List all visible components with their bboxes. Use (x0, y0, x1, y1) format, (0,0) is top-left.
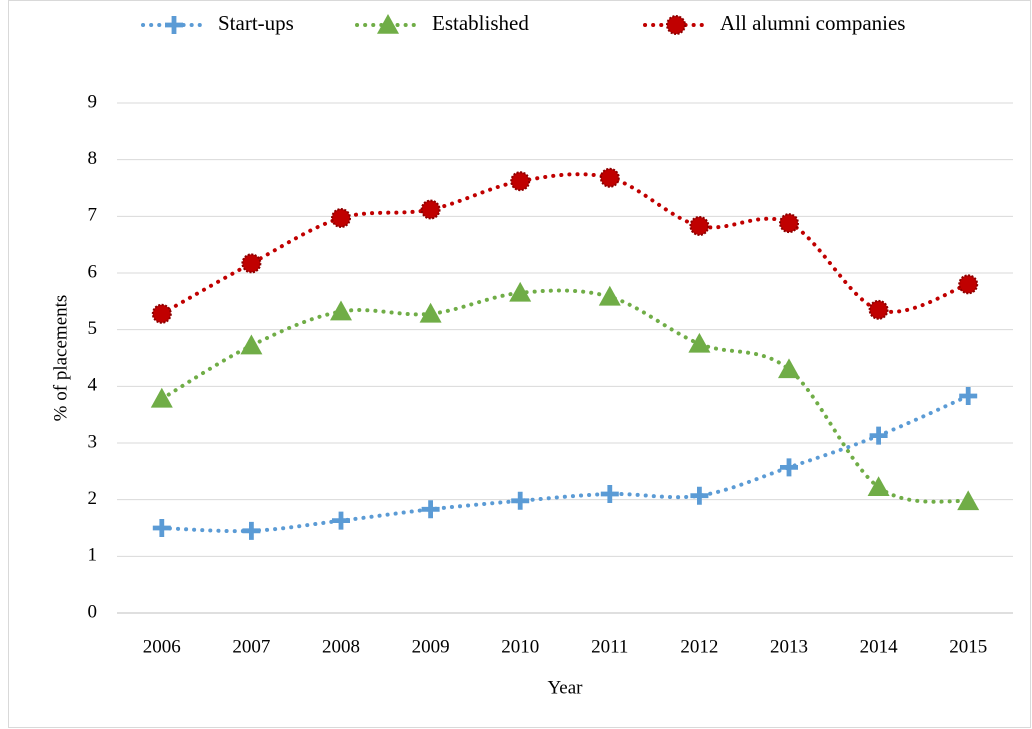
data-point (151, 303, 172, 324)
data-point (511, 491, 530, 510)
data-point (421, 500, 440, 519)
chart-frame (8, 0, 1031, 728)
data-point (867, 476, 890, 496)
x-tick-label: 2006 (143, 636, 181, 657)
y-tick-label: 4 (88, 375, 98, 396)
legend-label: Established (432, 11, 529, 35)
data-point (959, 386, 978, 405)
data-point (510, 171, 531, 192)
data-point (688, 332, 711, 353)
data-point (868, 299, 889, 320)
legend-marker (666, 15, 686, 35)
y-tick-label: 1 (88, 545, 98, 566)
legend-label: Start-ups (218, 11, 294, 35)
y-tick-label: 8 (88, 148, 98, 169)
x-tick-label: 2009 (412, 636, 450, 657)
data-point (242, 521, 261, 540)
x-tick-label: 2008 (322, 636, 360, 657)
data-point (332, 511, 350, 530)
x-axis-label: Year (547, 677, 583, 698)
data-point (598, 285, 621, 306)
x-tick-label: 2014 (860, 636, 899, 657)
x-tick-label: 2012 (680, 636, 718, 657)
series-line (159, 172, 971, 316)
data-point (600, 485, 619, 503)
data-point (419, 302, 442, 323)
data-point (150, 387, 173, 408)
y-tick-label: 7 (88, 205, 98, 226)
x-tick-label: 2013 (770, 636, 808, 657)
data-point (780, 458, 798, 477)
legend-marker (165, 16, 184, 34)
data-point (869, 426, 888, 445)
series-line (159, 288, 971, 504)
data-point (778, 358, 800, 379)
x-tick-label: 2015 (949, 636, 987, 657)
data-point (420, 199, 441, 220)
y-axis-label: % of placements (50, 295, 71, 422)
data-point (599, 167, 620, 188)
y-tick-label: 5 (88, 318, 98, 339)
x-tick-label: 2011 (591, 636, 628, 657)
series-line (159, 393, 971, 534)
data-point (690, 486, 709, 505)
x-tick-label: 2010 (501, 636, 539, 657)
data-point (509, 281, 532, 302)
legend-marker (377, 14, 399, 34)
legend-label: All alumni companies (720, 11, 905, 35)
y-tick-label: 3 (88, 431, 98, 452)
data-point (779, 213, 799, 234)
y-tick-label: 2 (88, 488, 98, 509)
data-point (331, 208, 351, 229)
data-point (152, 519, 171, 537)
y-tick-label: 9 (88, 91, 98, 112)
y-tick-label: 6 (88, 261, 98, 282)
data-point (957, 490, 980, 511)
y-tick-label: 0 (88, 601, 98, 622)
x-tick-label: 2007 (232, 636, 270, 657)
data-point (689, 215, 710, 236)
data-point (240, 334, 263, 355)
data-point (958, 274, 979, 295)
data-point (241, 253, 262, 274)
data-point (330, 300, 352, 321)
